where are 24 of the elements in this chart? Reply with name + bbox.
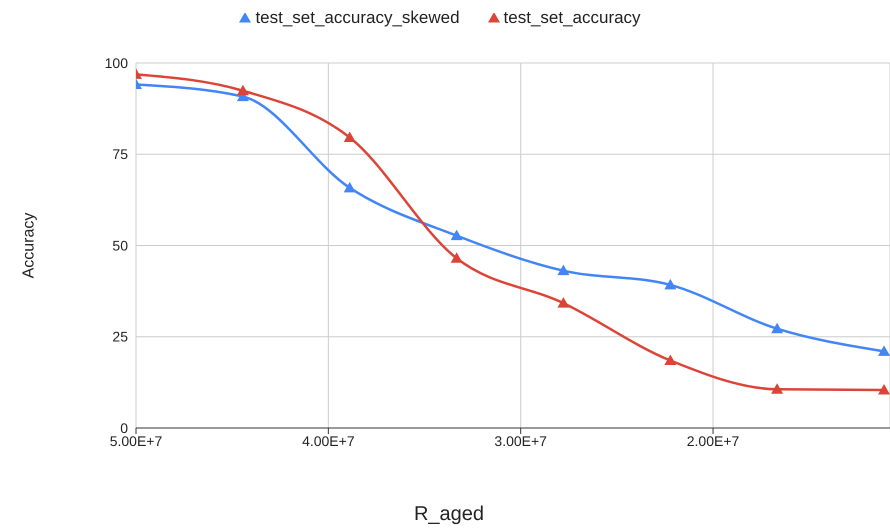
point: [450, 252, 463, 263]
y-tick-label: 75: [112, 146, 128, 162]
x-axis-title: R_aged: [412, 503, 486, 526]
y-tick-label: 25: [112, 328, 128, 345]
legend-label: test_set_accuracy_skewed: [255, 8, 460, 27]
point: [664, 278, 676, 290]
y-axis-title: Accuracy: [20, 212, 38, 278]
point: [344, 182, 356, 192]
point: [771, 322, 784, 334]
point: [557, 264, 570, 276]
point: [878, 384, 890, 395]
point: [664, 354, 676, 365]
point: [236, 84, 249, 96]
point: [878, 345, 890, 356]
point: [344, 131, 356, 142]
y-tick-label: 100: [104, 54, 128, 71]
x-tick-label: 4.00E+7: [302, 432, 355, 449]
legend-label: test_set_accuracy: [504, 8, 641, 27]
point: [771, 383, 784, 394]
x-tick-label: 3.00E+7: [494, 432, 548, 449]
point: [450, 230, 463, 240]
y-tick-label: 50: [112, 237, 128, 254]
x-tick-label: 2.00E+7: [686, 432, 740, 449]
point: [557, 297, 570, 308]
